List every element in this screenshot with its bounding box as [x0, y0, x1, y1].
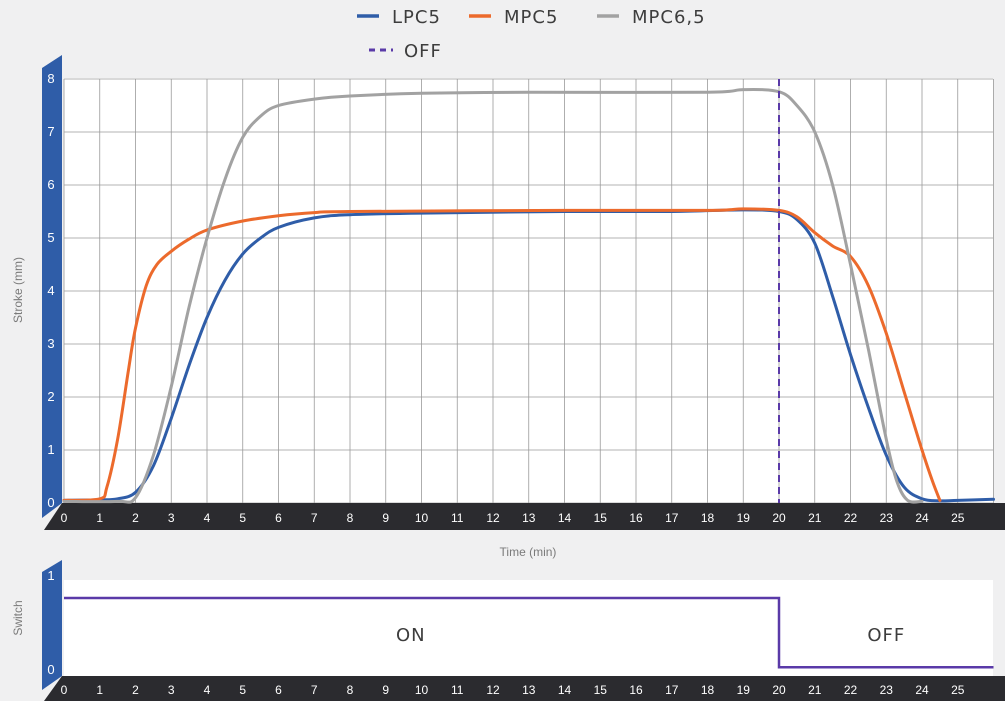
legend-label: MPC6,5: [632, 7, 706, 28]
legend-item-mpc6-5: MPC6,5: [597, 7, 706, 28]
y-tick-label: 0: [47, 495, 54, 510]
x-tick-label: 1: [96, 511, 103, 525]
x-tick-label: 16: [629, 511, 643, 525]
y-tick-label: 8: [47, 71, 54, 86]
stroke-x-axis-bar: [44, 503, 1005, 530]
y-tick-label: 5: [47, 230, 54, 245]
stroke-y-ticks: 0 1 2 3 4 5 6 7 8: [47, 71, 54, 510]
legend-item-off: OFF: [369, 41, 442, 62]
x-tick-label: 19: [737, 683, 751, 697]
x-tick-label: 12: [486, 683, 500, 697]
x-tick-label: 13: [522, 683, 536, 697]
x-tick-label: 21: [808, 683, 822, 697]
switch-x-axis-bar: [44, 676, 1005, 701]
x-tick-label: 24: [915, 511, 929, 525]
x-tick-label: 0: [61, 511, 68, 525]
x-tick-label: 12: [486, 511, 500, 525]
x-tick-label: 17: [665, 683, 679, 697]
y-tick-label: 4: [47, 283, 54, 298]
x-tick-label: 20: [772, 511, 786, 525]
x-tick-label: 18: [701, 511, 715, 525]
legend: LPC5 MPC5 MPC6,5 OFF: [357, 7, 706, 62]
y-tick-label: 2: [47, 389, 54, 404]
x-tick-label: 2: [132, 511, 139, 525]
x-tick-label: 10: [415, 511, 429, 525]
series-line-mpc6-5: [62, 88, 924, 504]
y-tick-label: 3: [47, 336, 54, 351]
stroke-x-ticks: 0 1 2 3 4 5 6 7 8 9 10 11 12 13 14 15 16 17 18 19 20 21 22 23 24…: [61, 511, 965, 525]
x-tick-label: 14: [558, 683, 572, 697]
x-tick-label: 9: [382, 511, 389, 525]
x-tick-label: 22: [844, 511, 858, 525]
x-tick-label: 6: [275, 683, 282, 697]
x-tick-label: 7: [311, 683, 318, 697]
legend-label: MPC5: [504, 7, 558, 28]
x-tick-label: 7: [311, 511, 318, 525]
x-tick-label: 8: [347, 683, 354, 697]
x-tick-label: 16: [629, 683, 643, 697]
x-tick-label: 13: [522, 511, 536, 525]
x-tick-label: 21: [808, 511, 822, 525]
x-tick-label: 6: [275, 511, 282, 525]
x-tick-label: 25: [951, 511, 965, 525]
switch-annotations: ON OFF: [396, 625, 905, 646]
x-tick-label: 14: [558, 511, 572, 525]
switch-line: [64, 596, 994, 669]
y-tick-label: 7: [47, 124, 54, 139]
switch-chart: 01 0 1 2 3 4 5 6 7 8 9 10 11 12 13 14 15 16 17 18 19 20 21 22 2…: [11, 560, 1005, 701]
x-tick-label: 15: [594, 683, 608, 697]
stroke-y-axis-label: Stroke (mm): [11, 257, 25, 323]
x-tick-label: 11: [451, 511, 464, 525]
x-tick-label: 1: [96, 683, 103, 697]
x-tick-label: 10: [415, 683, 429, 697]
x-tick-label: 5: [239, 683, 246, 697]
legend-item-mpc5: MPC5: [469, 7, 558, 28]
stroke-y-axis-bar: [42, 55, 62, 518]
x-tick-label: 15: [594, 511, 608, 525]
x-tick-label: 3: [168, 683, 175, 697]
x-tick-label: 3: [168, 511, 175, 525]
switch-y-axis-bar: [42, 560, 62, 690]
legend-label: OFF: [404, 41, 442, 62]
y-tick-label: 1: [47, 442, 54, 457]
switch-x-ticks: 0 1 2 3 4 5 6 7 8 9 10 11 12 13 14 15 16 17 18 19 20 21 22 23 24…: [61, 683, 965, 697]
y-tick-label: 1: [47, 568, 54, 583]
stroke-x-axis-label: Time (min): [500, 545, 557, 559]
x-tick-label: 4: [204, 683, 211, 697]
x-tick-label: 2: [132, 683, 139, 697]
y-tick-label: 0: [47, 662, 54, 677]
x-tick-label: 20: [772, 683, 786, 697]
x-tick-label: 24: [915, 683, 929, 697]
x-tick-label: 8: [347, 511, 354, 525]
x-tick-label: 23: [880, 683, 894, 697]
switch-series: [64, 596, 994, 669]
x-tick-label: 5: [239, 511, 246, 525]
state-label-off: OFF: [867, 625, 905, 646]
switch-y-axis-label: Switch: [11, 600, 25, 635]
switch-plot-background: [64, 580, 993, 676]
x-tick-label: 22: [844, 683, 858, 697]
x-tick-label: 4: [204, 511, 211, 525]
y-tick-label: 6: [47, 177, 54, 192]
x-tick-label: 11: [451, 683, 464, 697]
x-tick-label: 25: [951, 683, 965, 697]
legend-label: LPC5: [392, 7, 441, 28]
legend-item-lpc5: LPC5: [357, 7, 441, 28]
state-label-on: ON: [396, 625, 426, 646]
stroke-series: [62, 79, 995, 504]
x-tick-label: 23: [880, 511, 894, 525]
x-tick-label: 17: [665, 511, 679, 525]
x-tick-label: 19: [737, 511, 751, 525]
switch-y-ticks: 01: [47, 568, 54, 677]
x-tick-label: 0: [61, 683, 68, 697]
x-tick-label: 9: [382, 683, 389, 697]
x-tick-label: 18: [701, 683, 715, 697]
series-line-mpc5: [62, 207, 942, 502]
